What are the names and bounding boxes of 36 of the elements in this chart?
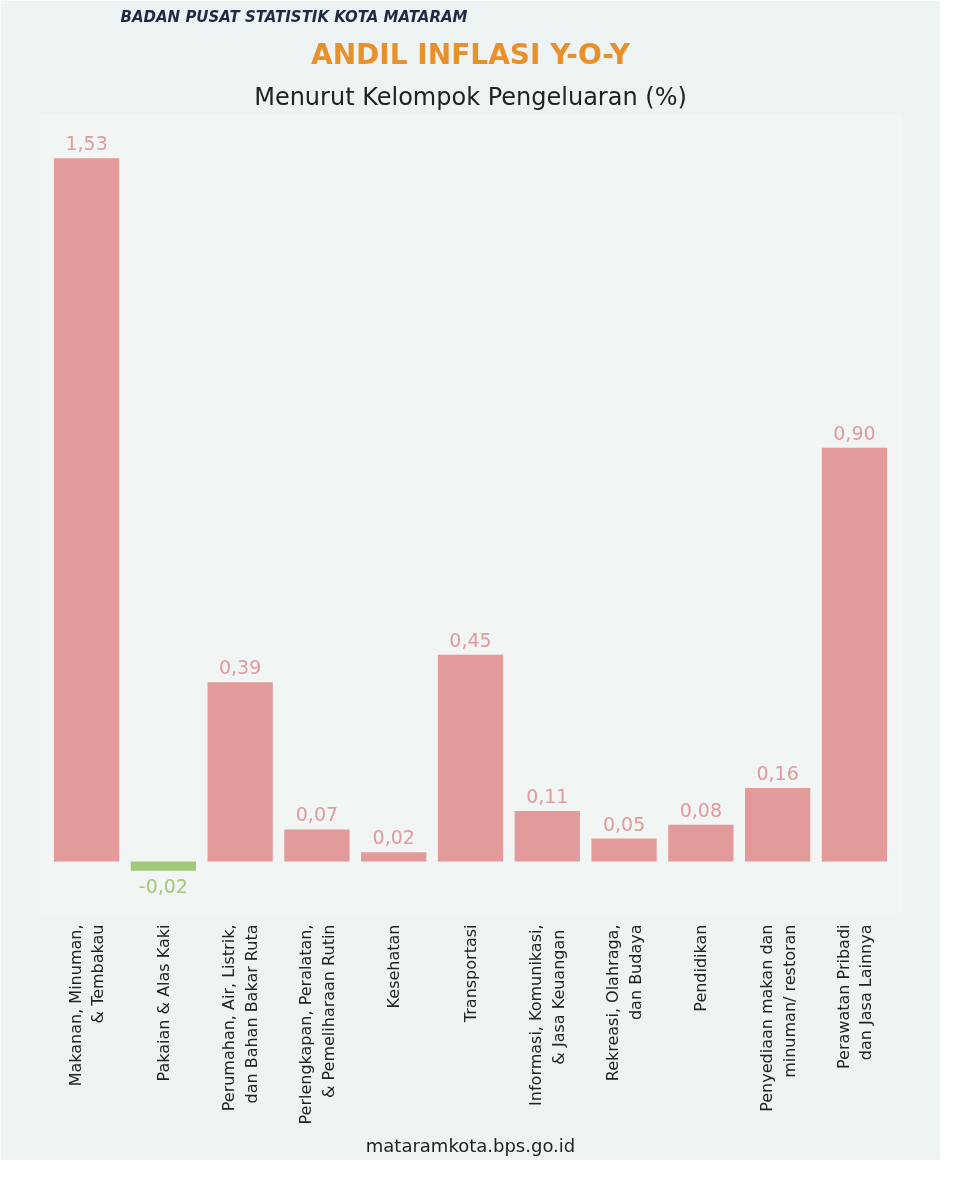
x-tick-label: Pakaian & Alas Kaki bbox=[153, 924, 173, 1082]
data-label: 0,45 bbox=[449, 628, 492, 651]
x-tick-label: Makanan, Minuman, & Tembakau bbox=[65, 924, 108, 1087]
x-tick-label: Penyediaan makan dan minuman/ restoran bbox=[756, 924, 799, 1112]
data-label: -0,02 bbox=[138, 874, 188, 897]
data-label: 0,90 bbox=[833, 421, 876, 444]
bar bbox=[745, 788, 811, 862]
x-tick-label: Transportasi bbox=[461, 924, 480, 1024]
bar bbox=[284, 829, 350, 862]
chart-subtitle: Menurut Kelompok Pengeluaran (%) bbox=[254, 82, 687, 111]
data-label: 0,08 bbox=[679, 798, 723, 821]
text: mataramkota.bps.go.id bbox=[365, 1134, 576, 1156]
chart-title: ANDIL INFLASI Y-O-Y bbox=[310, 37, 631, 71]
data-label: 0,02 bbox=[372, 826, 415, 849]
bar bbox=[821, 447, 888, 862]
data-label: 0,07 bbox=[295, 803, 339, 826]
bar bbox=[207, 682, 273, 862]
x-tick-label: Perlengkapan, Peralatan, & Pemeliharaan Rutin bbox=[296, 924, 338, 1125]
data-label: 0,11 bbox=[526, 784, 569, 807]
bar bbox=[591, 838, 657, 862]
x-tick-label: Rekreasi, Olahraga, dan Budaya bbox=[603, 924, 645, 1082]
x-tick-label: Pendidikan bbox=[691, 924, 711, 1012]
data-label: 0,05 bbox=[602, 812, 646, 835]
data-label: 1,53 bbox=[65, 132, 108, 155]
bar bbox=[437, 654, 504, 862]
bar bbox=[514, 810, 580, 862]
data-label: 0,39 bbox=[218, 656, 262, 679]
x-tick-label: Perumahan, Air, Listrik, dan Bahan Bakar Ruta bbox=[219, 924, 262, 1112]
bar bbox=[668, 824, 734, 862]
x-tick-label: Informasi, Komunikasi, & Jasa Keuangan bbox=[526, 924, 569, 1106]
x-tick-label: Kesehatan bbox=[384, 924, 404, 1009]
bar bbox=[130, 861, 196, 871]
data-label: 0,16 bbox=[756, 762, 799, 785]
bar bbox=[361, 852, 427, 862]
bar bbox=[53, 158, 120, 862]
text: BADAN PUSAT STATISTIK KOTA MATARAM bbox=[120, 7, 468, 26]
